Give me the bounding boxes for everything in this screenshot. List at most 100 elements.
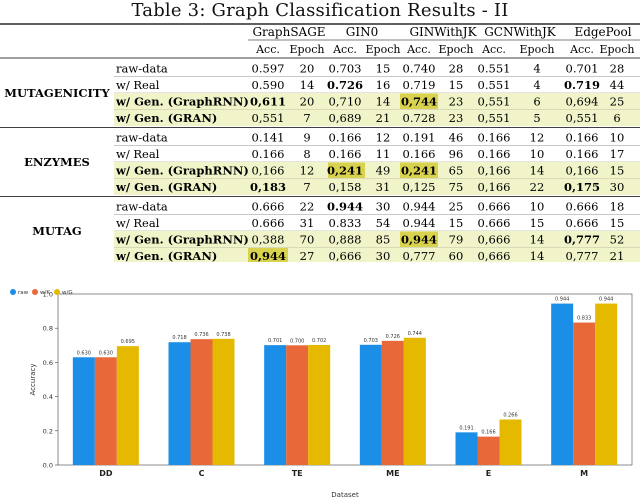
epoch-cell: 44 — [610, 78, 625, 92]
epoch-cell: 14 — [530, 164, 545, 178]
epoch-cell: 27 — [300, 249, 315, 262]
epoch-cell: 70 — [300, 233, 315, 247]
epoch-cell: 21 — [376, 111, 391, 125]
epoch-cell: 14 — [300, 78, 315, 92]
acc-cell: 0.551 — [478, 78, 511, 92]
data-label: 0.736 — [194, 332, 208, 338]
epoch-cell: 15 — [376, 62, 391, 76]
epoch-cell: 18 — [610, 200, 625, 214]
bar-raw — [455, 432, 478, 465]
epoch-cell: 30 — [376, 249, 391, 262]
epoch-cell: 12 — [376, 131, 391, 145]
epoch-cell: 16 — [376, 78, 391, 92]
acc-cell: 0,551 — [252, 111, 285, 125]
epoch-cell: 15 — [530, 216, 545, 230]
acc-subheader: Acc. — [255, 43, 280, 56]
acc-cell: 0,183 — [250, 180, 286, 194]
epoch-cell: 17 — [610, 147, 625, 161]
acc-cell: 0,777 — [566, 249, 599, 262]
row-highlight — [114, 231, 640, 248]
epoch-cell: 6 — [533, 95, 540, 109]
acc-cell: 0.728 — [403, 111, 436, 125]
acc-cell: 0.666 — [566, 216, 599, 230]
acc-cell: 0.703 — [329, 62, 362, 76]
acc-cell: 0,166 — [478, 164, 511, 178]
epoch-cell: 49 — [376, 164, 391, 178]
epoch-cell: 9 — [303, 131, 310, 145]
x-tick-label: E — [486, 469, 491, 478]
best-cell-highlight — [248, 248, 288, 262]
acc-cell: 0,125 — [403, 180, 436, 194]
epoch-cell: 12 — [300, 164, 315, 178]
bar-raw — [72, 357, 95, 465]
legend-label: w/K — [40, 290, 50, 296]
model-header: GCNWithJK — [484, 25, 557, 39]
best-cell-highlight — [328, 162, 365, 178]
x-axis-title: Dataset — [331, 491, 359, 499]
acc-cell: 0.666 — [566, 200, 599, 214]
row-label: w/ Gen. (GRAN) — [115, 111, 217, 125]
epoch-cell: 28 — [610, 62, 625, 76]
epoch-cell: 28 — [449, 62, 464, 76]
table-caption: Table 3: Graph Classification Results - … — [131, 0, 509, 21]
bar-raw — [168, 342, 191, 465]
acc-subheader: Acc. — [332, 43, 357, 56]
acc-cell: 0.719 — [403, 78, 436, 92]
epoch-cell: 60 — [449, 249, 464, 262]
acc-cell: 0,744 — [401, 95, 437, 109]
legend-swatch — [32, 289, 38, 295]
epoch-cell: 20 — [300, 62, 315, 76]
row-label: raw-data — [116, 200, 168, 214]
epoch-subheader: Epoch — [520, 43, 555, 56]
bar-wk — [94, 357, 117, 465]
acc-cell: 0.166 — [329, 147, 362, 161]
data-label: 0.630 — [77, 350, 91, 356]
row-highlight — [114, 93, 640, 110]
data-label: 0.726 — [386, 334, 400, 340]
acc-cell: 0.166 — [566, 131, 599, 145]
x-tick-label: DD — [99, 469, 113, 478]
data-label: 0.266 — [503, 413, 517, 419]
acc-subheader: Acc. — [569, 43, 594, 56]
acc-cell: 0,551 — [566, 111, 599, 125]
epoch-cell: 10 — [610, 131, 625, 145]
data-label: 0.695 — [121, 339, 135, 345]
results-table: GraphSAGE GIN0 GINWithJK GCNWithJK EdgePool A… — [0, 23, 640, 262]
x-tick-label: TE — [292, 469, 303, 478]
bar-raw — [264, 345, 287, 465]
epoch-cell: 10 — [530, 200, 545, 214]
row-label: w/ Gen. (GraphRNN) — [115, 164, 249, 178]
acc-cell: 0.590 — [252, 78, 285, 92]
y-tick-label: 0.2 — [43, 427, 53, 435]
y-tick-label: 0.4 — [43, 393, 53, 401]
x-tick-label: M — [580, 469, 588, 478]
data-label: 0.833 — [577, 316, 591, 322]
epoch-cell: 21 — [610, 249, 625, 262]
epoch-cell: 75 — [449, 180, 464, 194]
epoch-cell: 7 — [303, 180, 310, 194]
epoch-cell: 15 — [610, 216, 625, 230]
acc-cell: 0.666 — [252, 200, 285, 214]
row-label: w/ Real — [116, 216, 160, 230]
data-label: 0.738 — [216, 332, 230, 338]
epoch-cell: 20 — [300, 95, 315, 109]
bar-wg — [499, 419, 522, 465]
acc-cell: 0,388 — [252, 233, 285, 247]
data-label: 0.701 — [268, 338, 282, 344]
acc-subheader: Acc. — [481, 43, 506, 56]
acc-cell: 0,888 — [329, 233, 362, 247]
acc-cell: 0,694 — [566, 95, 599, 109]
acc-cell: 0.597 — [252, 62, 285, 76]
epoch-cell: 14 — [530, 233, 545, 247]
best-cell-highlight — [400, 231, 438, 247]
model-header: EdgePool — [574, 25, 631, 39]
model-header: GINWithJK — [409, 25, 477, 39]
epoch-cell: 22 — [300, 200, 315, 214]
epoch-cell: 10 — [530, 147, 545, 161]
data-label: 0.744 — [408, 331, 422, 337]
acc-cell: 0.944 — [327, 200, 363, 214]
accuracy-bar-chart: 0.0 0.2 0.4 0.6 0.8 1.0 Accuracy Dataset DD 0.630… — [10, 289, 633, 499]
model-header: GraphSAGE — [252, 25, 325, 39]
acc-cell: 0,710 — [329, 95, 362, 109]
row-label: raw-data — [116, 131, 168, 145]
